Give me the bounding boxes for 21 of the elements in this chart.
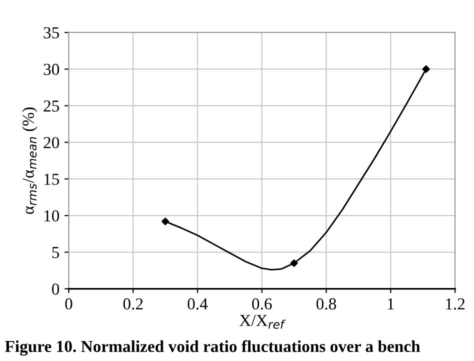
point — [422, 65, 430, 73]
y-tick-label: 5 — [52, 247, 60, 258]
x-tick-label: 0 — [65, 298, 72, 310]
y-tick-label: 10 — [44, 210, 60, 222]
point — [290, 259, 298, 267]
x-tick-label: 1.2 — [446, 298, 465, 310]
y-tick-label: 25 — [44, 100, 60, 112]
y-tick-label: 20 — [44, 137, 60, 148]
x-tick-label: 0.6 — [252, 298, 272, 310]
x-tick-label: 0.4 — [188, 298, 208, 310]
x-tick-label: 1 — [388, 298, 394, 310]
y-tick-label: 35 — [44, 27, 60, 38]
y-axis-title: α$_{rms}$/α$_{mean}$ (%) — [22, 107, 38, 214]
caption: Figure 10. Normalized void ratio fluctuations over a bench — [5, 340, 420, 356]
x-tick-label: 0.8 — [316, 298, 336, 310]
point — [162, 218, 170, 226]
x-axis-title: X/X$_{ref}$ — [240, 314, 286, 329]
y-tick-label: 15 — [44, 174, 60, 185]
y-tick-label: 0 — [52, 284, 60, 295]
x-tick-label: 0.2 — [123, 298, 143, 310]
y-tick-label: 30 — [44, 64, 60, 76]
